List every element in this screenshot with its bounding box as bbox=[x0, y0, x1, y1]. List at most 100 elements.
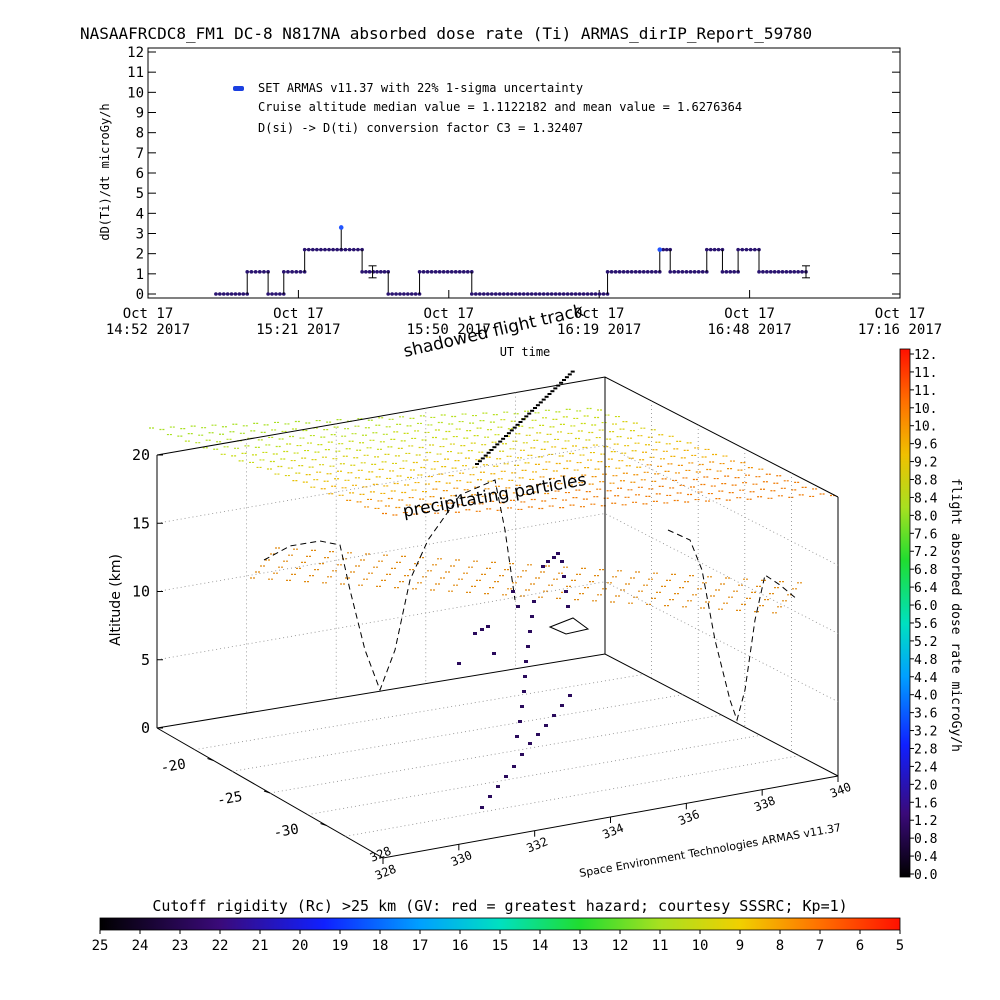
floor-grid-line bbox=[307, 734, 761, 816]
vbar-tick-label: 3.6 bbox=[914, 707, 937, 722]
flight-track-3d: shadowed flight track precipitating part… bbox=[108, 301, 853, 883]
track-point bbox=[511, 590, 515, 593]
vbar-tick-label: 3.2 bbox=[914, 725, 937, 740]
track-point bbox=[480, 628, 484, 631]
top-ytick-label: 10 bbox=[127, 85, 144, 101]
vbar-tick-label: 11. bbox=[914, 366, 937, 381]
shadow-track-point bbox=[535, 404, 540, 407]
altitude-projection-left bbox=[263, 479, 516, 692]
top-xtick-date: Oct 17 bbox=[875, 306, 926, 322]
lon-tick-label: 336 bbox=[676, 807, 701, 828]
top-xtick-time: 15:21 2017 bbox=[256, 322, 340, 338]
top-xtick-time: 17:16 2017 bbox=[858, 322, 942, 338]
z-tick-label: 5 bbox=[141, 651, 150, 669]
top-ytick-label: 3 bbox=[136, 227, 144, 243]
track-point bbox=[526, 645, 530, 648]
flight-track-points bbox=[457, 552, 572, 809]
track-point bbox=[515, 735, 519, 738]
track-point bbox=[512, 765, 516, 768]
vbar-tick-label: 2.8 bbox=[914, 742, 937, 757]
hbar-tick-label: 23 bbox=[172, 938, 189, 954]
top-xtick-date: Oct 17 bbox=[724, 306, 775, 322]
shadow-track-point bbox=[550, 390, 555, 393]
floor-grid-line bbox=[345, 755, 800, 837]
hbar-tick-label: 25 bbox=[92, 938, 109, 954]
track-point bbox=[546, 560, 550, 563]
top-ytick-label: 1 bbox=[136, 267, 144, 283]
vbar-tick-label: 8.0 bbox=[914, 509, 937, 524]
floor-grid-line bbox=[269, 714, 722, 794]
vbar-tick-label: 8.4 bbox=[914, 491, 938, 506]
hbar-tick-label: 9 bbox=[736, 938, 744, 954]
track-point bbox=[566, 605, 570, 608]
top-xlabel: UT time bbox=[500, 345, 551, 359]
top-xtick-time: 16:48 2017 bbox=[707, 322, 791, 338]
z-tick-label: 15 bbox=[132, 514, 150, 532]
hbar-tick-label: 24 bbox=[132, 938, 149, 954]
shadow-track-point bbox=[541, 398, 546, 401]
shadow-track-point bbox=[547, 393, 552, 395]
top-ytick-label: 2 bbox=[136, 247, 144, 263]
top-xtick-time: 16:19 2017 bbox=[557, 322, 641, 338]
vbar-tick-label: 1.2 bbox=[914, 814, 937, 829]
track-point bbox=[486, 625, 490, 628]
lat-tick-label: -25 bbox=[216, 789, 244, 809]
top-ytick-label: 6 bbox=[136, 166, 144, 182]
hbar-tick-label: 8 bbox=[776, 938, 784, 954]
shadow-track-point bbox=[492, 446, 497, 449]
vbar-tick-label: 1.6 bbox=[914, 796, 937, 811]
shadow-track-point bbox=[530, 409, 535, 412]
cutoff-rigidity-gradient bbox=[99, 917, 901, 931]
top-xtick-date: Oct 17 bbox=[424, 306, 475, 322]
track-point bbox=[480, 806, 484, 809]
track-point bbox=[564, 590, 568, 593]
track-point bbox=[536, 733, 540, 736]
track-point bbox=[544, 724, 548, 727]
z-tick-label: 0 bbox=[141, 719, 150, 737]
shadow-track-point bbox=[477, 460, 482, 463]
hbar-tick-label: 19 bbox=[332, 938, 349, 954]
track-point bbox=[541, 565, 545, 568]
track-point bbox=[520, 753, 524, 756]
shadow-track-point bbox=[489, 449, 494, 451]
shadow-track-point bbox=[495, 443, 500, 446]
shadow-track-point bbox=[486, 451, 491, 454]
vbar-tick-label: 5.6 bbox=[914, 617, 937, 632]
track-point bbox=[520, 705, 524, 708]
shadow-track-point bbox=[538, 401, 543, 404]
shadow-track-point bbox=[501, 437, 506, 440]
shadow-track-point bbox=[509, 429, 514, 432]
top-ytick-label: 8 bbox=[136, 126, 144, 142]
lon-tick-label: 338 bbox=[752, 793, 777, 814]
top-ytick-label: 4 bbox=[136, 206, 144, 222]
shadow-track-point bbox=[524, 415, 529, 418]
shadow-track-point bbox=[564, 376, 569, 379]
hbar-tick-label: 12 bbox=[612, 938, 629, 954]
shadow-track-point bbox=[521, 418, 526, 421]
top-ytick-label: 7 bbox=[136, 146, 144, 162]
shadow-track-point bbox=[498, 440, 503, 443]
shadow-track-point bbox=[567, 373, 572, 376]
vbar-tick-label: 4.4 bbox=[914, 671, 938, 686]
track-point bbox=[530, 615, 534, 618]
track-point bbox=[473, 632, 477, 635]
floor-grid-line bbox=[232, 694, 683, 772]
cutoff-rigidity-colorbar: Cutoff rigidity (Rc) >25 km (GV: red = g… bbox=[92, 897, 905, 954]
track-point bbox=[560, 704, 564, 707]
shadow-track-point bbox=[556, 384, 561, 387]
wall-grid-line bbox=[156, 581, 839, 703]
track-point bbox=[568, 694, 572, 697]
z-tick-label: 10 bbox=[132, 583, 150, 601]
top-ytick-label: 9 bbox=[136, 106, 144, 122]
hbar-tick-label: 17 bbox=[412, 938, 429, 954]
z-tick-label: 20 bbox=[132, 446, 150, 464]
shadow-track-point bbox=[506, 432, 511, 435]
track-point bbox=[522, 690, 526, 693]
track-point bbox=[457, 662, 461, 665]
vbar-tick-label: 2.0 bbox=[914, 778, 937, 793]
track-outline-marker bbox=[548, 617, 590, 635]
vbar-tick-label: 6.0 bbox=[914, 599, 937, 614]
lat-tick bbox=[207, 758, 214, 761]
